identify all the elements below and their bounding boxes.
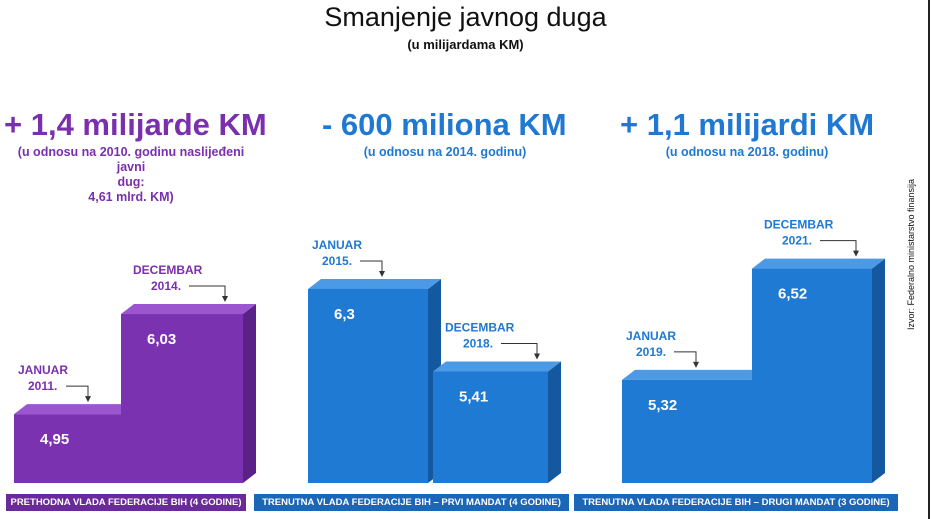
bar-3 [308,288,428,483]
bar-period-label-6-line-2: 2021. [782,234,812,248]
bar-period-arrow-2 [189,285,226,301]
panel-3-footer: TRENUTNA VLADA FEDERACIJE BIH – DRUGI MA… [574,494,898,511]
bar-5 [622,379,752,483]
bar-1 [14,414,130,483]
panel-1-note-line-3: 4,61 mlrd. KM) [88,190,174,204]
bar-side-2 [243,304,256,483]
bar-top-2 [121,304,256,315]
bar-period-arrowhead-5 [693,361,699,368]
bar-period-label-4-line-1: DECEMBAR [445,320,515,334]
bar-value-label-1: 4,95 [40,431,69,448]
bar-period-arrowhead-6 [853,250,859,257]
panel-3-note: (u odnosu na 2018. godinu) [622,145,872,160]
bar-period-arrowhead-4 [534,353,540,360]
bar-value-label-3: 6,3 [334,306,355,323]
panel-1-note: (u odnosu na 2010. godinu naslijeđeni ja… [6,145,256,205]
bar-side-6 [872,258,885,483]
bar-top-4 [433,361,561,372]
bar-period-arrow-3 [360,260,383,275]
bar-4 [433,371,548,483]
bar-period-label-3-line-1: JANUAR [312,238,362,252]
bar-period-label-5-line-2: 2019. [636,345,666,359]
page-subtitle: (u milijardama KM) [407,37,524,52]
panel-2-note-line-1: (u odnosu na 2014. godinu) [363,145,527,159]
bar-period-arrow-5 [674,351,697,366]
bar-period-label-2-line-2: 2014. [151,279,181,293]
bar-period-label-4-line-2: 2018. [463,336,493,350]
bar-period-label-1-line-2: 2011. [28,379,57,393]
bar-period-arrowhead-2 [222,296,228,303]
bar-top-1 [14,404,143,415]
bar-period-label-3-line-2: 2015. [322,254,352,268]
bar-6 [752,268,872,483]
panel-1-footer: PRETHODNA VLADA FEDERACIJE BIH (4 GODINE… [6,494,246,511]
bar-period-arrow-1 [66,385,89,401]
bar-value-label-6: 6,52 [778,286,807,303]
bar-period-label-2-line-1: DECEMBAR [133,263,203,277]
panel-2-footer: TRENUTNA VLADA FEDERACIJE BIH – PRVI MAN… [254,494,569,511]
panel-1-note-line-1: (u odnosu na 2010. godinu naslijeđeni ja… [17,145,245,174]
right-border [928,0,930,519]
bar-value-label-4: 5,41 [459,388,488,405]
bar-top-5 [622,369,765,380]
bar-top-6 [752,258,885,269]
page-title: Smanjenje javnog duga [324,2,607,32]
bar-value-label-5: 5,32 [648,397,677,414]
bar-top-3 [308,278,441,289]
panel-1-headline: + 1,4 milijarde KM [4,107,267,142]
panel-1-note-line-2: dug: [117,175,145,189]
panel-3-headline: + 1,1 milijardi KM [620,107,875,142]
bar-period-arrow-4 [501,342,538,358]
bar-value-label-2: 6,03 [147,331,176,348]
bar-side-4 [548,361,561,483]
bar-period-arrowhead-1 [85,396,91,403]
bar-2 [121,314,243,483]
panel-2-note: (u odnosu na 2014. godinu) [320,145,570,160]
panel-2-headline: - 600 miliona KM [322,107,567,142]
bar-period-label-1-line-1: JANUAR [18,363,68,377]
bar-period-label-6-line-1: DECEMBAR [764,218,834,232]
bar-period-label-5-line-1: JANUAR [626,329,676,343]
source-note: Izvor: Federalno ministarstvo finansija [906,178,916,330]
bar-period-arrow-6 [820,240,857,255]
bar-period-arrowhead-3 [379,270,385,277]
panel-3-note-line-1: (u odnosu na 2018. godinu) [665,145,829,159]
